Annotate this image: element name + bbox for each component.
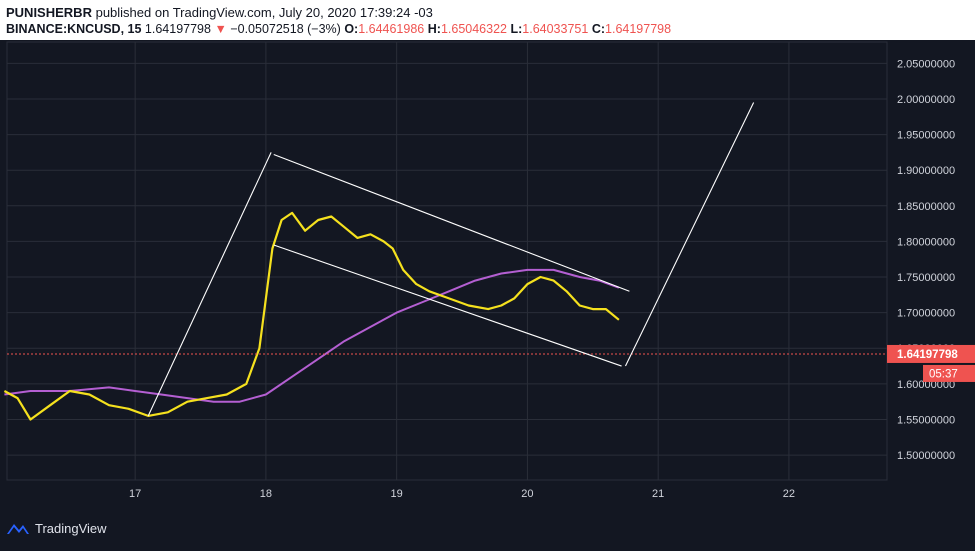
y-tick-label: 1.85000000 [897,201,955,213]
author-name[interactable]: PUNISHERBR [6,5,92,20]
low-value: 1.64033751 [522,22,589,36]
y-tick-label: 1.70000000 [897,308,955,320]
x-tick-label: 17 [129,488,141,500]
projection-line [624,102,755,367]
y-tick-label: 1.55000000 [897,414,955,426]
ma-slow-line [4,268,620,403]
ema-fast-line [3,211,620,421]
open-value: 1.64461986 [358,22,425,36]
y-tick-label: 1.80000000 [897,236,955,248]
published-text: published on TradingView.com, July 20, 2… [95,5,433,20]
plot-frame [6,41,888,481]
y-tick-label: 1.95000000 [897,130,955,142]
last-price: 1.64197798 [144,22,211,36]
last-price-tag [887,344,975,363]
chart-area[interactable]: 1.500000001.550000001.600000001.65000000… [0,40,975,546]
last-price-tag-label: 1.64197798 [897,349,958,361]
trend-line-impulse-up [147,152,272,417]
high-value: 1.65046322 [440,22,507,36]
y-tick-label: 2.05000000 [897,58,955,70]
x-tick-label: 19 [391,488,403,500]
channel-upper-line [273,154,630,292]
tradingview-logo-icon [7,524,29,534]
x-tick-label: 20 [521,488,533,500]
close-value: 1.64197798 [605,22,672,36]
x-tick-label: 22 [783,488,795,500]
low-label: L: [510,22,523,36]
y-tick-label: 1.50000000 [897,450,955,462]
publish-info: PUNISHERBR published on TradingView.com,… [6,5,433,20]
countdown-tag-label: 05:37 [929,368,958,380]
y-tick-label: 1.90000000 [897,165,955,177]
symbol-label[interactable]: BINANCE:KNCUSD, 15 [6,22,142,36]
footer: TradingView [6,518,107,538]
countdown-tag [923,364,975,382]
down-arrow-icon: ▼ [214,22,227,36]
price-chart[interactable]: 1.500000001.550000001.600000001.65000000… [0,40,975,546]
price-change: −0.05072518 (−3%) [230,22,341,36]
y-tick-label: 1.75000000 [897,272,955,284]
channel-lower-line [273,244,622,367]
y-tick-label: 2.00000000 [897,94,955,106]
high-label: H: [427,22,441,36]
open-label: O: [344,22,359,36]
x-tick-label: 21 [652,488,664,500]
symbol-info: BINANCE:KNCUSD, 15 1.64197798 ▼ −0.05072… [6,22,671,36]
close-label: C: [591,22,606,36]
chart-header: PUNISHERBR published on TradingView.com,… [0,0,975,40]
footer-brand[interactable]: TradingView [35,520,107,536]
x-tick-label: 18 [260,488,272,500]
